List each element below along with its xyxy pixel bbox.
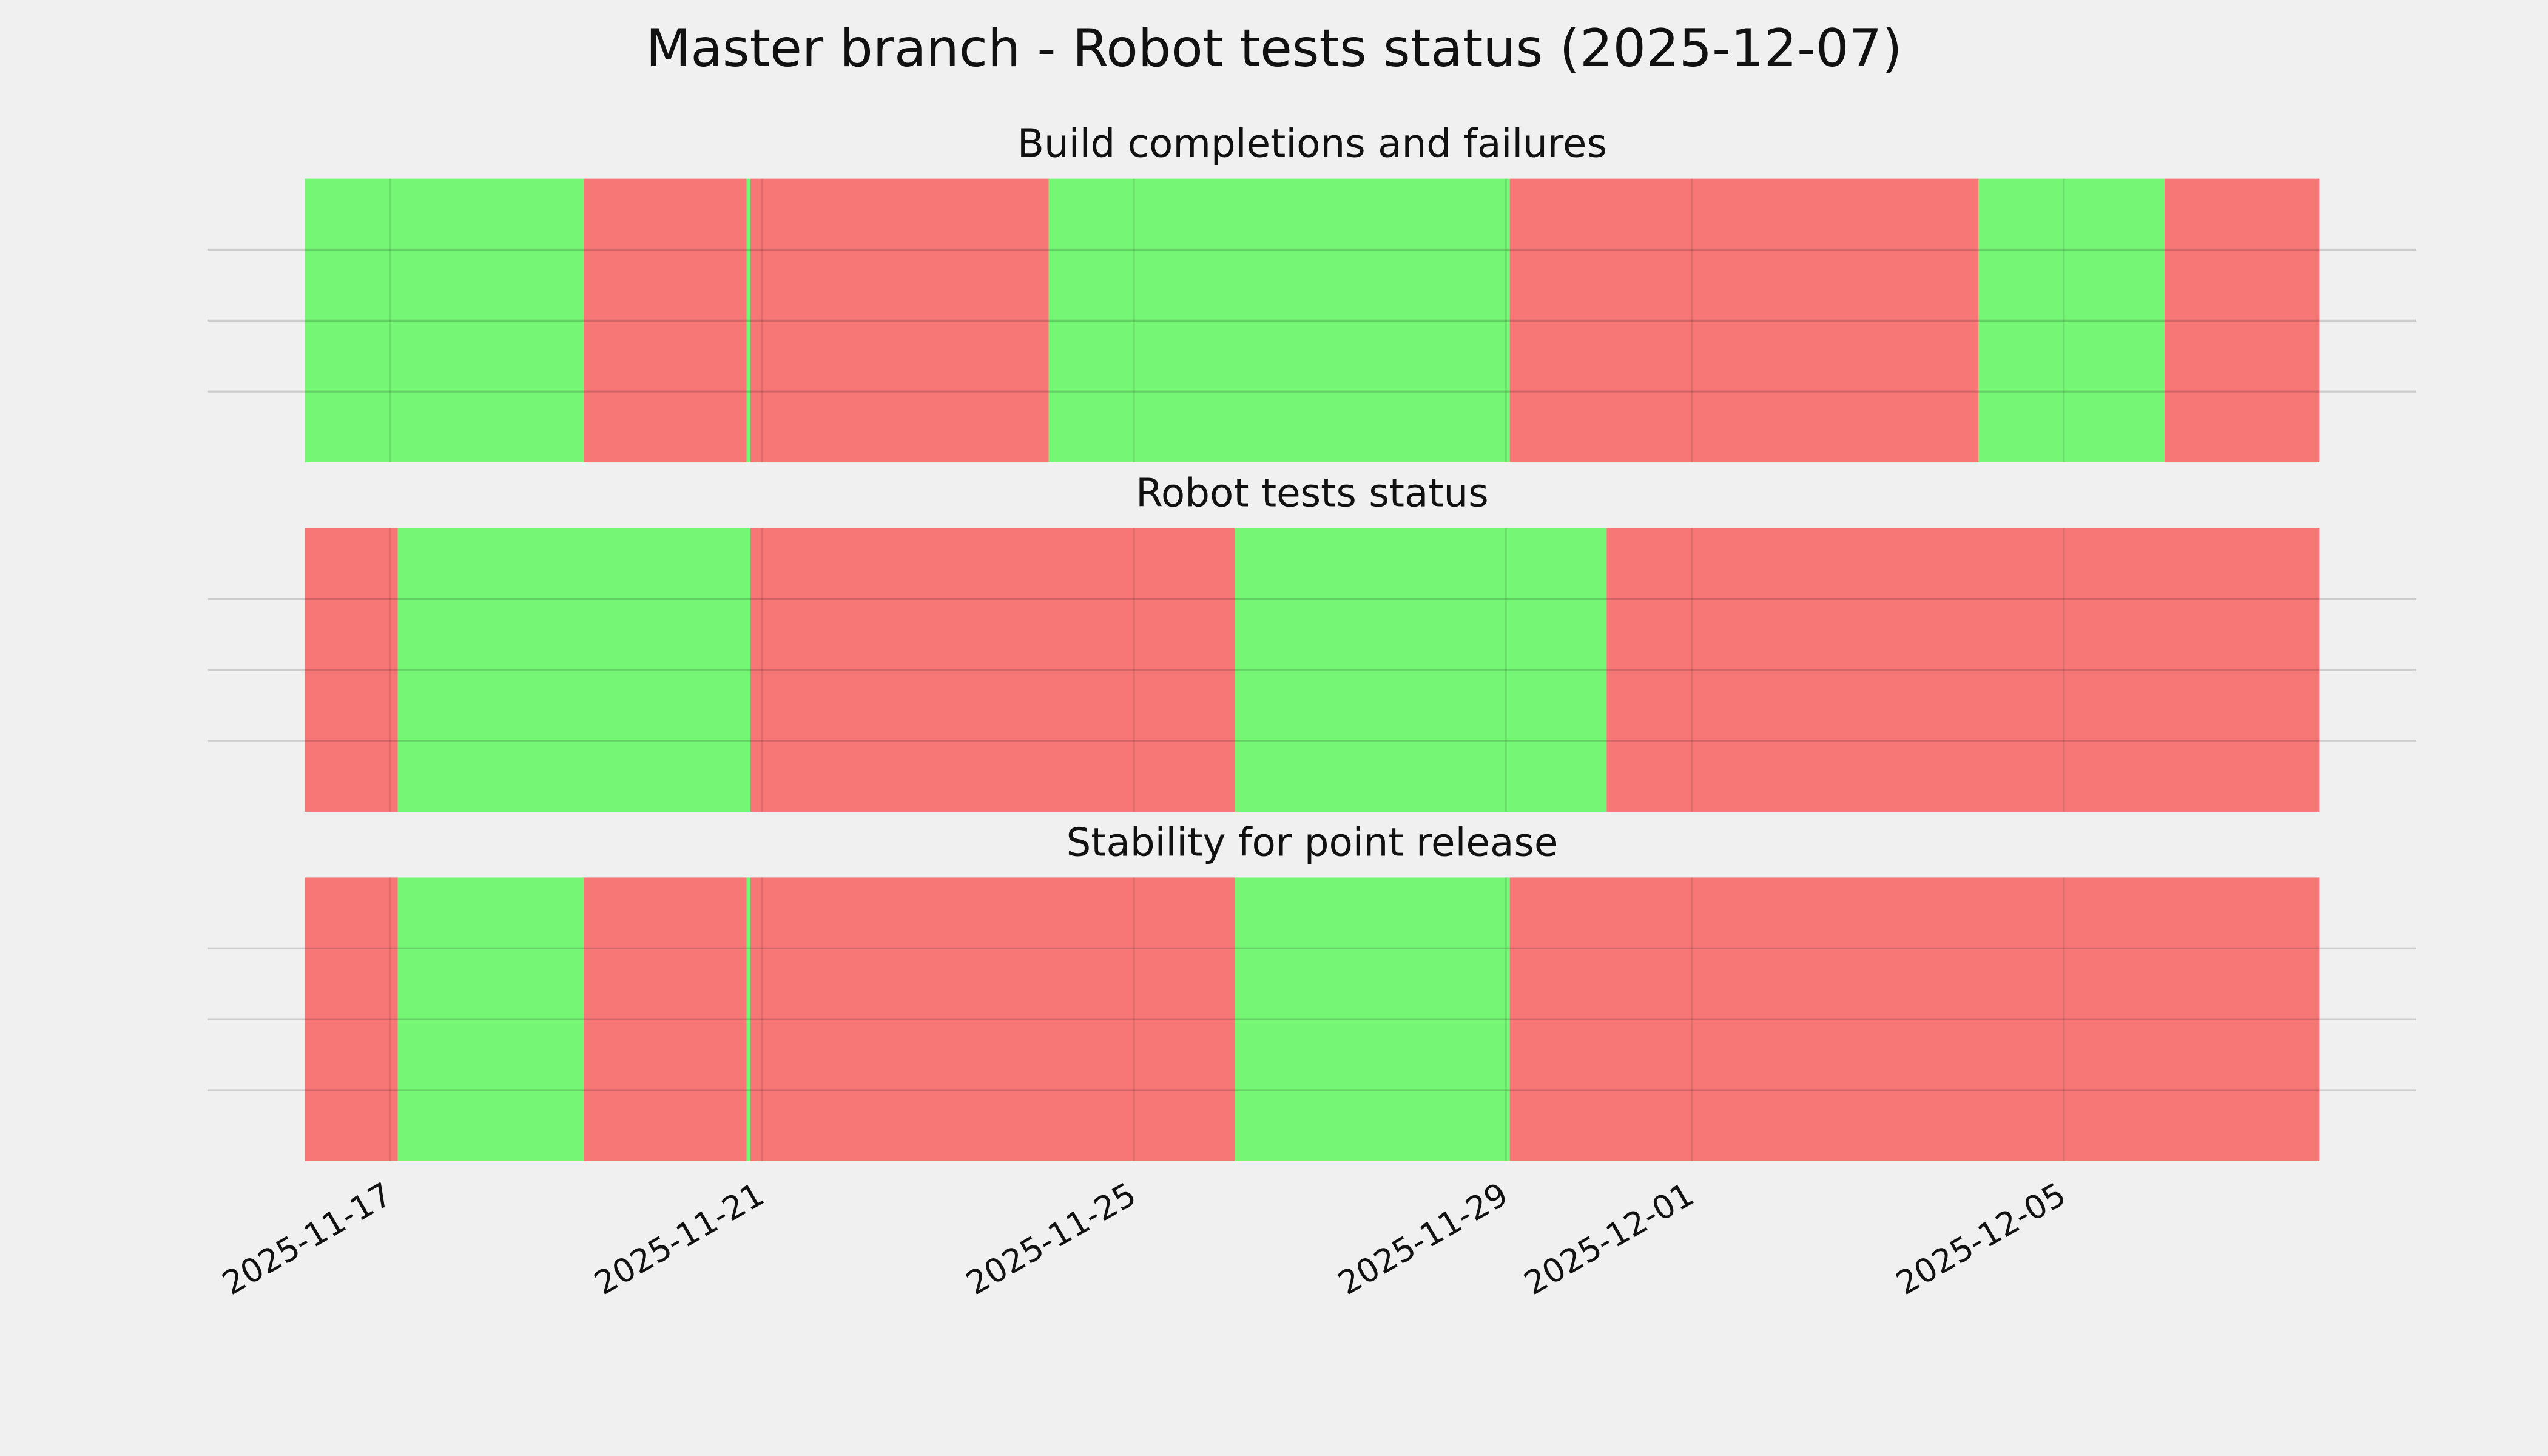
panel-title: Build completions and failures	[1017, 121, 1607, 167]
status-span	[584, 877, 747, 1161]
status-span	[750, 178, 1049, 463]
status-span	[746, 178, 750, 463]
status-span	[1048, 178, 1510, 463]
status-span	[397, 877, 584, 1161]
panel-title: Stability for point release	[1067, 820, 1559, 865]
status-span	[1235, 877, 1510, 1161]
status-span	[1235, 528, 1607, 812]
status-span	[305, 877, 398, 1161]
status-span	[1978, 178, 2165, 463]
status-span	[750, 877, 1235, 1161]
status-span	[2164, 178, 2320, 463]
status-span	[584, 178, 747, 463]
panel-title: Robot tests status	[1136, 471, 1489, 516]
status-span	[1606, 528, 2320, 812]
status-span	[305, 528, 398, 812]
status-span	[1509, 178, 1979, 463]
status-span	[305, 178, 584, 463]
chart-title: Master branch - Robot tests status (2025…	[645, 18, 1902, 79]
status-span	[1509, 877, 2320, 1161]
status-span	[750, 528, 1235, 812]
status-span	[746, 877, 750, 1161]
status-span	[397, 528, 750, 812]
